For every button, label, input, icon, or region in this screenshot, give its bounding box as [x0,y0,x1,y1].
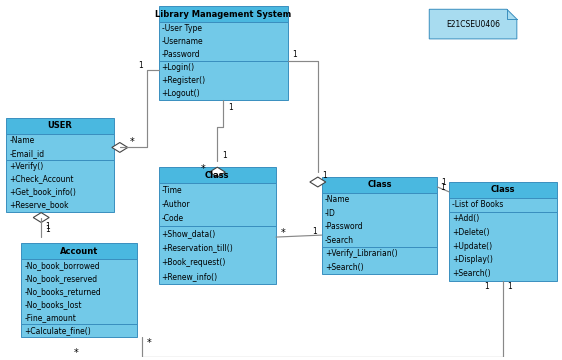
Text: -No_book_reserved: -No_book_reserved [24,274,97,283]
Text: 1: 1 [223,151,227,160]
FancyBboxPatch shape [21,243,137,259]
Text: *: * [130,136,134,147]
FancyBboxPatch shape [449,198,556,212]
FancyBboxPatch shape [322,193,437,247]
Text: 1: 1 [45,222,50,231]
Text: USER: USER [48,121,72,130]
FancyBboxPatch shape [322,177,437,193]
FancyBboxPatch shape [158,167,276,183]
Text: -Search: -Search [325,235,354,244]
FancyBboxPatch shape [158,22,288,61]
Text: +Reservation_till(): +Reservation_till() [162,243,233,252]
Text: -Time: -Time [162,186,182,195]
Text: Class: Class [491,185,515,194]
Text: +Register(): +Register() [162,76,206,85]
Text: -Password: -Password [162,50,200,59]
Text: +Calculate_fine(): +Calculate_fine() [24,326,91,335]
Text: +Get_book_info(): +Get_book_info() [10,188,76,197]
Text: -No_book_borrowed: -No_book_borrowed [24,261,100,270]
Text: +Check_Account: +Check_Account [10,175,74,184]
Text: *: * [147,338,151,348]
Text: -Fine_amount: -Fine_amount [24,313,76,322]
FancyBboxPatch shape [6,118,114,134]
Polygon shape [429,9,517,39]
Text: 1: 1 [322,171,327,180]
FancyBboxPatch shape [21,259,137,324]
Text: 1: 1 [45,225,50,234]
Text: E21CSEU0406: E21CSEU0406 [446,19,500,28]
Text: 1: 1 [484,282,489,291]
Text: -No_books_lost: -No_books_lost [24,300,82,309]
FancyBboxPatch shape [158,61,288,100]
FancyBboxPatch shape [158,226,276,284]
Text: +Delete(): +Delete() [452,228,490,237]
Text: +Update(): +Update() [452,242,492,251]
FancyBboxPatch shape [322,247,437,274]
Text: -Username: -Username [162,37,203,46]
Text: +Reserve_book: +Reserve_book [10,201,69,210]
Polygon shape [112,143,128,152]
FancyBboxPatch shape [21,324,137,337]
FancyBboxPatch shape [449,212,556,281]
Text: -Password: -Password [325,222,364,231]
Polygon shape [310,177,326,187]
Text: Class: Class [205,171,229,180]
Text: +Display(): +Display() [452,256,493,265]
Text: -Code: -Code [162,215,184,224]
Polygon shape [210,167,225,177]
Text: +Show_data(): +Show_data() [162,229,216,238]
Text: Account: Account [60,247,98,256]
Text: +Login(): +Login() [162,63,194,72]
Text: *: * [281,228,285,238]
Text: 1: 1 [312,227,317,236]
Text: 1: 1 [138,61,143,70]
Text: 1: 1 [507,282,511,291]
Text: +Search(): +Search() [325,262,364,271]
Text: -Email_id: -Email_id [10,149,44,158]
Text: +Verify(): +Verify() [10,162,44,171]
Text: *: * [74,348,78,358]
Text: 1: 1 [228,103,233,112]
Text: +Search(): +Search() [452,269,491,278]
Text: -No_books_returned: -No_books_returned [24,287,101,296]
Text: -ID: -ID [325,208,336,217]
Text: +Book_request(): +Book_request() [162,258,226,267]
Text: Class: Class [367,180,392,189]
Text: -User Type: -User Type [162,24,202,33]
Text: -Name: -Name [325,195,350,204]
Text: Library Management System: Library Management System [155,10,292,19]
Text: -Author: -Author [162,200,190,209]
Text: -List of Books: -List of Books [452,200,504,209]
FancyBboxPatch shape [6,134,114,159]
FancyBboxPatch shape [158,183,276,226]
Text: +Logout(): +Logout() [162,89,200,98]
Polygon shape [33,213,49,222]
Text: *: * [201,164,205,174]
Text: 1: 1 [441,179,446,188]
Text: +Add(): +Add() [452,214,479,223]
Text: 1: 1 [441,184,445,193]
Text: -Name: -Name [10,136,35,145]
Text: +Renew_info(): +Renew_info() [162,272,217,281]
Text: +Verify_Librarian(): +Verify_Librarian() [325,249,397,258]
FancyBboxPatch shape [158,6,288,22]
FancyBboxPatch shape [6,159,114,212]
Text: 1: 1 [292,50,297,59]
FancyBboxPatch shape [449,182,556,198]
